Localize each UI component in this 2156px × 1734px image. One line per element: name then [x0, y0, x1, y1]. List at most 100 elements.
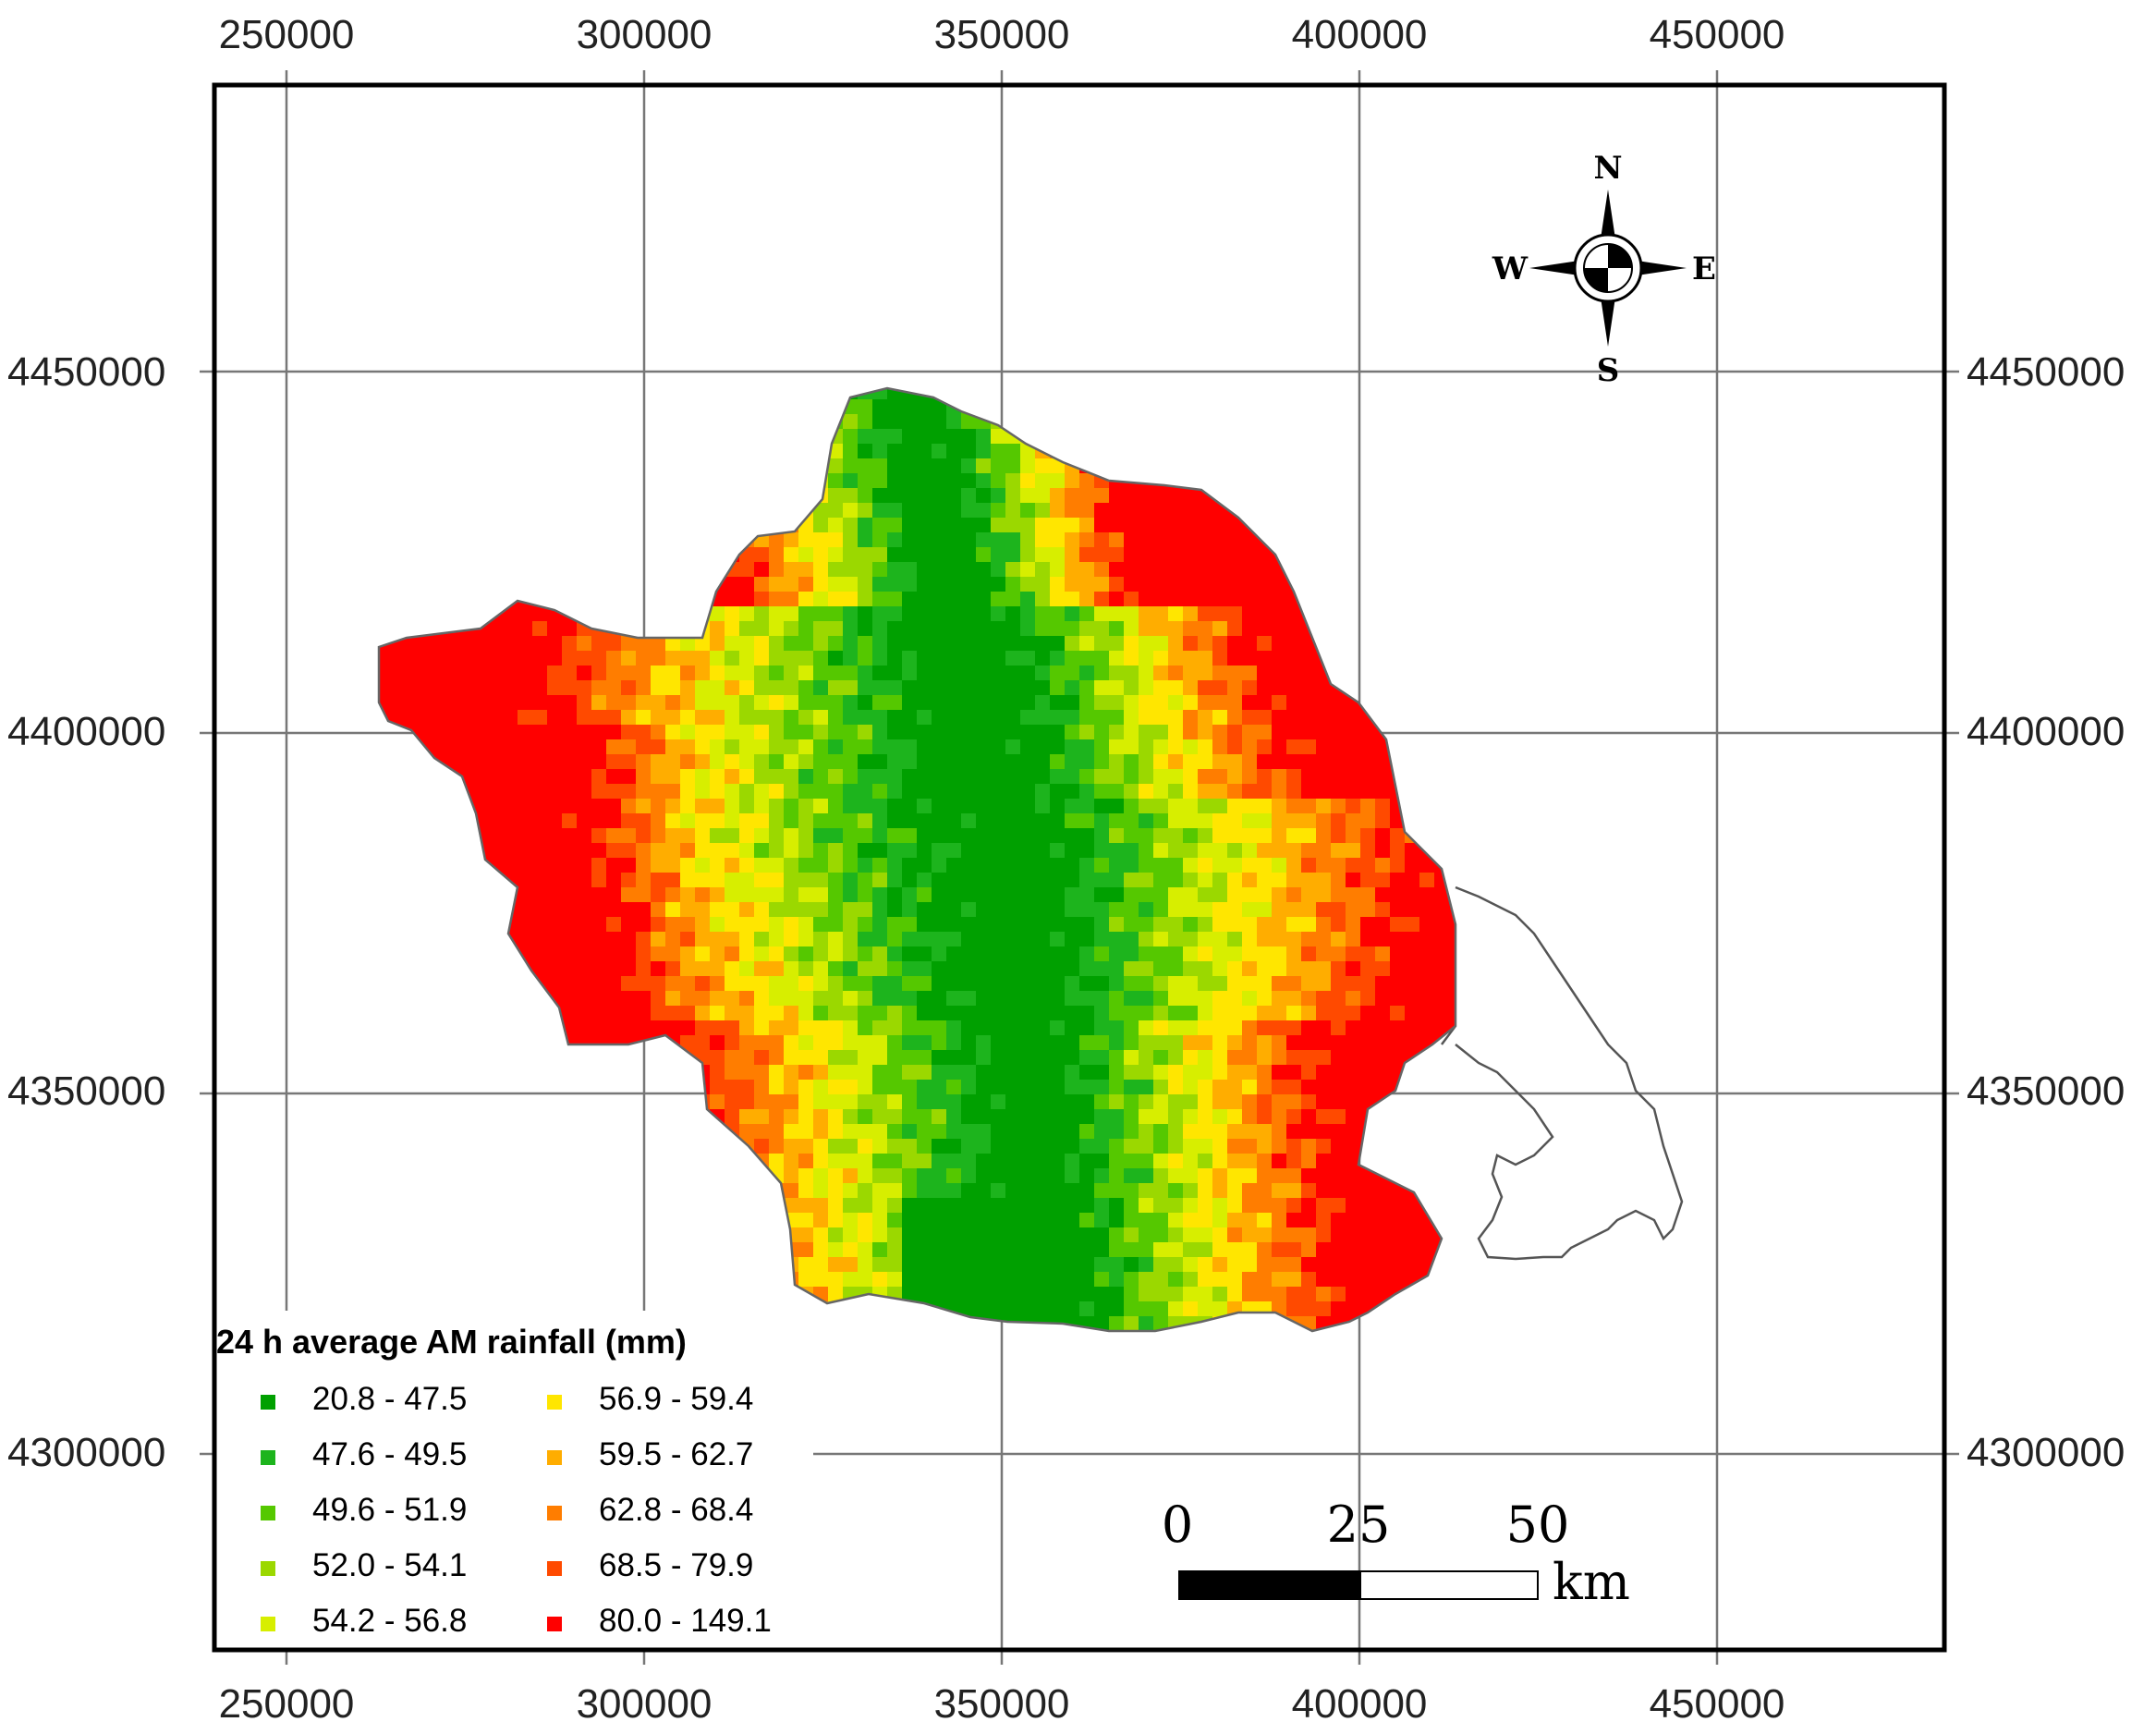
- raster-cell: [991, 710, 1006, 726]
- raster-cell: [1153, 1065, 1169, 1081]
- raster-cell: [961, 1065, 977, 1081]
- raster-cell: [577, 754, 592, 770]
- raster-cell: [1242, 651, 1258, 666]
- raster-cell: [917, 799, 932, 814]
- raster-cell: [1109, 1301, 1125, 1317]
- raster-cell: [1301, 1198, 1317, 1214]
- raster-cell: [1272, 621, 1287, 637]
- raster-cell: [784, 784, 799, 800]
- raster-cell: [1065, 606, 1080, 622]
- raster-cell: [858, 1227, 873, 1243]
- raster-cell: [1227, 873, 1243, 888]
- raster-cell: [932, 754, 947, 770]
- y-tick-left: 4350000: [7, 1068, 165, 1114]
- raster-cell: [665, 799, 681, 814]
- raster-cell: [902, 873, 918, 888]
- raster-cell: [562, 976, 578, 992]
- raster-cell: [1272, 577, 1287, 592]
- raster-cell: [1286, 873, 1302, 888]
- raster-cell: [429, 651, 445, 666]
- raster-cell: [917, 1124, 932, 1140]
- raster-cell: [621, 873, 637, 888]
- raster-cell: [1005, 1020, 1021, 1036]
- raster-cell: [1005, 562, 1021, 578]
- raster-cell: [1153, 592, 1169, 607]
- raster-cell: [1124, 961, 1139, 977]
- raster-cell: [946, 680, 962, 696]
- raster-cell: [1153, 621, 1169, 637]
- raster-cell: [784, 710, 799, 726]
- raster-cell: [503, 769, 518, 785]
- raster-cell: [1257, 961, 1273, 977]
- raster-cell: [1168, 1109, 1184, 1125]
- raster-cell: [843, 562, 859, 578]
- raster-cell: [1153, 695, 1169, 711]
- raster-cell: [680, 1020, 696, 1036]
- raster-cell: [1346, 1094, 1361, 1110]
- raster-cell: [887, 858, 903, 873]
- raster-cell: [591, 666, 607, 681]
- raster-cell: [606, 769, 622, 785]
- raster-cell: [1035, 488, 1051, 504]
- raster-cell: [1360, 1035, 1376, 1051]
- raster-cell: [976, 1094, 992, 1110]
- raster-cell: [1050, 1035, 1066, 1051]
- raster-cell: [917, 946, 932, 962]
- raster-cell: [1257, 902, 1273, 918]
- raster-cell: [902, 1198, 918, 1214]
- raster-cell: [1286, 725, 1302, 740]
- raster-cell: [1346, 1080, 1361, 1095]
- raster-cell: [1183, 1139, 1199, 1154]
- raster-cell: [813, 784, 829, 800]
- raster-cell: [532, 695, 548, 711]
- raster-cell: [710, 1020, 725, 1036]
- raster-cell: [1065, 1198, 1080, 1214]
- raster-cell: [518, 606, 533, 622]
- raster-cell: [1212, 739, 1228, 755]
- raster-cell: [518, 769, 533, 785]
- raster-cell: [547, 725, 563, 740]
- raster-cell: [1375, 873, 1391, 888]
- raster-cell: [1286, 1006, 1302, 1021]
- raster-cell: [547, 621, 563, 637]
- raster-cell: [414, 651, 430, 666]
- raster-cell: [1405, 858, 1420, 873]
- raster-cell: [887, 1272, 903, 1288]
- raster-cell: [1375, 1050, 1391, 1066]
- raster-cell: [1331, 695, 1346, 711]
- raster-cell: [621, 710, 637, 726]
- raster-cell: [1316, 1154, 1332, 1169]
- raster-cell: [1360, 769, 1376, 785]
- raster-cell: [1390, 917, 1406, 933]
- raster-cell: [991, 858, 1006, 873]
- raster-cell: [1005, 1124, 1021, 1140]
- raster-cell: [651, 680, 666, 696]
- raster-cell: [591, 976, 607, 992]
- raster-cell: [902, 961, 918, 977]
- raster-cell: [665, 1006, 681, 1021]
- raster-cell: [1139, 1050, 1154, 1066]
- raster-cell: [1020, 1213, 1036, 1228]
- raster-cell: [1079, 1094, 1095, 1110]
- raster-cell: [1242, 1020, 1258, 1036]
- raster-cell: [739, 1035, 755, 1051]
- raster-cell: [1094, 1242, 1110, 1258]
- raster-cell: [843, 917, 859, 933]
- raster-cell: [887, 399, 903, 415]
- raster-cell: [1139, 636, 1154, 652]
- raster-cell: [1124, 1213, 1139, 1228]
- raster-cell: [917, 1272, 932, 1288]
- raster-cell: [976, 547, 992, 563]
- raster-cell: [1360, 961, 1376, 977]
- raster-cell: [680, 695, 696, 711]
- raster-cell: [1212, 1257, 1228, 1273]
- raster-cell: [621, 902, 637, 918]
- raster-cell: [665, 769, 681, 785]
- raster-cell: [769, 873, 785, 888]
- raster-cell: [739, 680, 755, 696]
- raster-cell: [695, 695, 711, 711]
- raster-cell: [917, 399, 932, 415]
- raster-cell: [1035, 1154, 1051, 1169]
- raster-cell: [813, 1154, 829, 1169]
- raster-cell: [1272, 932, 1287, 947]
